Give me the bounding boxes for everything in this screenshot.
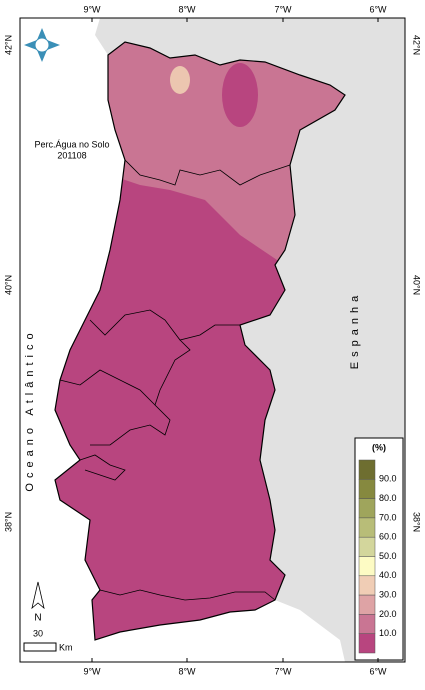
north-label: N xyxy=(34,613,41,624)
class-low-patch xyxy=(222,63,258,127)
legend-label: 40.0 xyxy=(379,570,397,580)
legend-swatch xyxy=(358,479,376,499)
map-title: Perc.Água no Solo xyxy=(34,139,109,149)
lat-label-right: 38°N xyxy=(412,512,422,532)
estuary xyxy=(79,454,126,481)
legend-swatch xyxy=(358,498,376,519)
lat-label-right: 42°N xyxy=(412,35,422,55)
lon-label-bottom: 8°W xyxy=(178,666,196,676)
legend-swatch xyxy=(358,556,376,577)
lon-label-bottom: 6°W xyxy=(369,666,387,676)
border-line xyxy=(99,589,276,601)
sea xyxy=(20,18,345,662)
class-high xyxy=(170,66,190,94)
legend-label: 60.0 xyxy=(379,532,397,542)
lon-label-top: 7°W xyxy=(274,4,292,14)
legend-swatch xyxy=(358,614,376,634)
border-line xyxy=(124,159,291,186)
lon-label-top: 6°W xyxy=(369,4,387,14)
legend-swatch xyxy=(358,459,376,480)
border-line xyxy=(89,309,240,341)
lon-label-bottom: 9°W xyxy=(83,666,101,676)
district-borders xyxy=(59,159,291,601)
legend-swatch xyxy=(358,594,376,615)
lat-label-left: 40°N xyxy=(3,275,13,295)
scale-unit: Km xyxy=(59,642,73,652)
logo xyxy=(24,28,60,62)
legend-label: 70.0 xyxy=(379,512,397,522)
country-label: Espanha xyxy=(349,291,361,369)
legend-label: 30.0 xyxy=(379,589,397,599)
lon-label-top: 9°W xyxy=(83,4,101,14)
frame xyxy=(19,17,406,663)
lat-label-left: 38°N xyxy=(3,512,13,532)
legend-label: 20.0 xyxy=(379,609,397,619)
lon-label-bottom: 7°W xyxy=(274,666,292,676)
scale-value: 30 xyxy=(33,628,43,638)
legend-label: 90.0 xyxy=(379,474,397,484)
legend-label: 80.0 xyxy=(379,493,397,503)
legend-swatch xyxy=(358,517,376,538)
arrow xyxy=(31,581,45,610)
lon-label-top: 8°W xyxy=(178,4,196,14)
legend-swatch xyxy=(358,536,376,557)
legend-swatch xyxy=(358,575,376,596)
class-medium xyxy=(90,42,345,270)
lat-label-right: 40°N xyxy=(412,275,422,295)
legend-label: 50.0 xyxy=(379,551,397,561)
legend-title: (%) xyxy=(372,442,386,452)
logo-center xyxy=(34,37,50,53)
border-line xyxy=(59,369,156,406)
lat-label-left: 42°N xyxy=(3,35,13,55)
north-arrow: N xyxy=(31,581,45,624)
scale-bar xyxy=(23,642,57,652)
border-line xyxy=(90,339,191,446)
sea-label: Oceano Atlântico xyxy=(24,328,36,491)
legend-swatch xyxy=(358,633,376,654)
map-date: 201108 xyxy=(57,150,86,160)
legend-label: 10.0 xyxy=(379,628,397,638)
